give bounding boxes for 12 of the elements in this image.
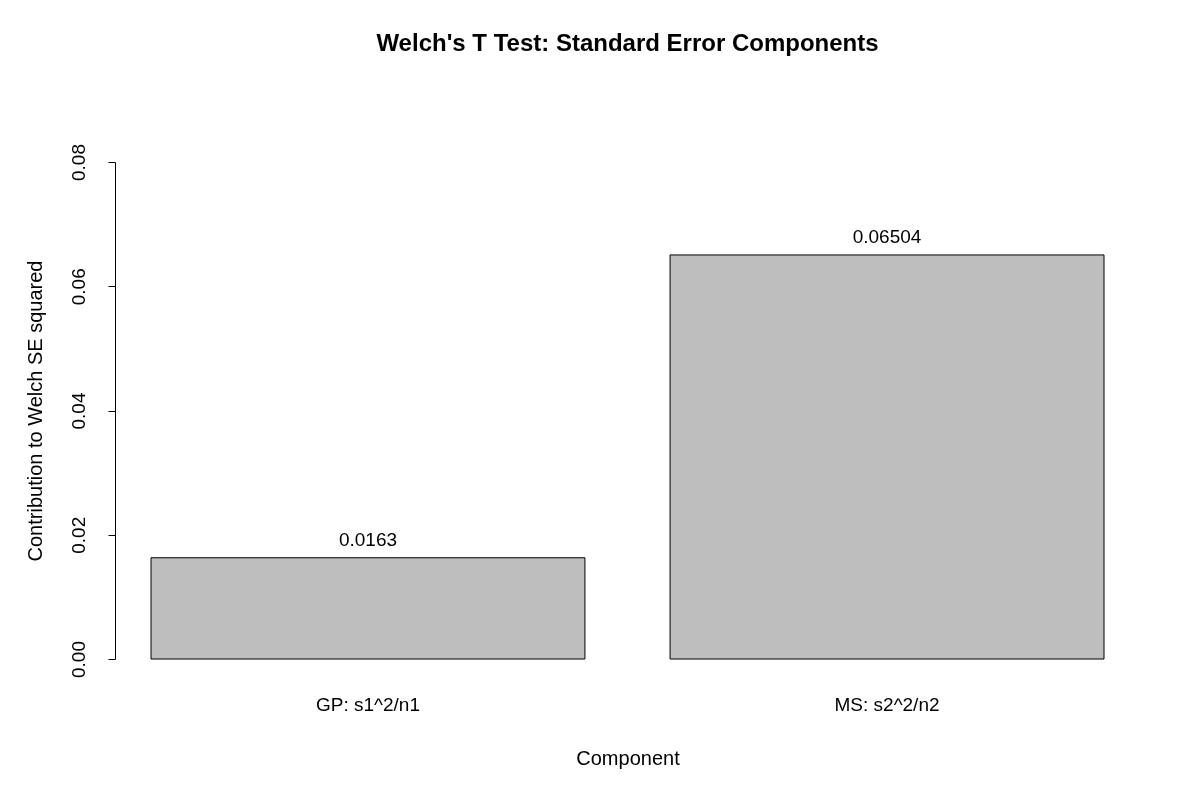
x-tick-label: GP: s1^2/n1 <box>315 693 420 715</box>
y-tick-label: 0.08 <box>67 144 89 181</box>
x-tick-label: MS: s2^2/n2 <box>834 693 940 715</box>
y-tick-label: 0.00 <box>67 641 89 678</box>
chart-title: Welch's T Test: Standard Error Components <box>376 28 879 56</box>
y-tick-label: 0.04 <box>67 392 89 430</box>
x-axis-title: Component <box>576 746 681 769</box>
y-tick-label: 0.06 <box>67 268 89 306</box>
y-axis-title: Contribution to Welch SE squared <box>23 260 46 562</box>
data-label: 0.06504 <box>852 225 922 247</box>
data-label: 0.0163 <box>338 528 398 550</box>
y-tick-label: 0.02 <box>67 516 89 554</box>
